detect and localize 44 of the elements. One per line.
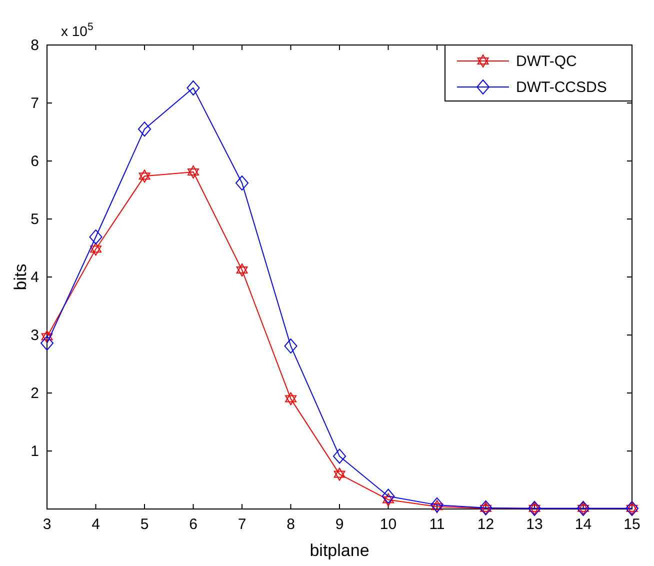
y-tick-label: 6 bbox=[30, 153, 39, 170]
point bbox=[284, 338, 298, 354]
x-axis-title: bitplane bbox=[310, 541, 370, 560]
legend-label: DWT-QC bbox=[516, 53, 577, 70]
y-tick-label: 5 bbox=[30, 211, 39, 228]
point bbox=[41, 330, 53, 344]
point bbox=[138, 122, 151, 137]
point bbox=[382, 493, 394, 506]
point bbox=[430, 497, 444, 512]
x-tick-label: 15 bbox=[624, 516, 640, 533]
x-tick-label: 6 bbox=[189, 516, 198, 533]
legend-label: DWT-CCSDS bbox=[516, 79, 607, 96]
y-tick-label: 4 bbox=[30, 269, 39, 286]
text: x 10$^{5}$ bbox=[61, 21, 94, 39]
point bbox=[431, 500, 443, 514]
point bbox=[236, 176, 248, 191]
point bbox=[90, 242, 102, 256]
x-tick-label: 4 bbox=[92, 516, 100, 533]
x-tick-label: 13 bbox=[526, 516, 543, 533]
x-tick-label: 10 bbox=[380, 516, 397, 533]
point bbox=[334, 468, 346, 481]
point bbox=[333, 448, 346, 464]
x-tick-label: 9 bbox=[335, 516, 344, 533]
point bbox=[138, 170, 150, 183]
x-tick-label: 11 bbox=[429, 516, 445, 533]
x-tick-label: 3 bbox=[42, 516, 52, 533]
y-tick-label: 1 bbox=[30, 443, 39, 460]
y-axis-title: bits bbox=[11, 264, 30, 290]
x-tick-label: 7 bbox=[238, 516, 246, 533]
point bbox=[40, 336, 54, 351]
y-tick-label: 2 bbox=[30, 385, 39, 402]
point bbox=[89, 229, 102, 244]
point bbox=[285, 392, 296, 406]
x-tick-label: 12 bbox=[477, 516, 494, 533]
y-tick-label: 8 bbox=[30, 37, 39, 54]
y-tick-label: 7 bbox=[30, 95, 39, 112]
point bbox=[188, 166, 199, 179]
point bbox=[382, 488, 395, 504]
x-tick-label: 5 bbox=[140, 516, 149, 533]
x-tick-label: 8 bbox=[286, 516, 295, 533]
x-tick-label: 14 bbox=[574, 516, 592, 533]
y-tick-label: 3 bbox=[30, 327, 39, 344]
point bbox=[236, 264, 248, 277]
point bbox=[186, 80, 200, 96]
